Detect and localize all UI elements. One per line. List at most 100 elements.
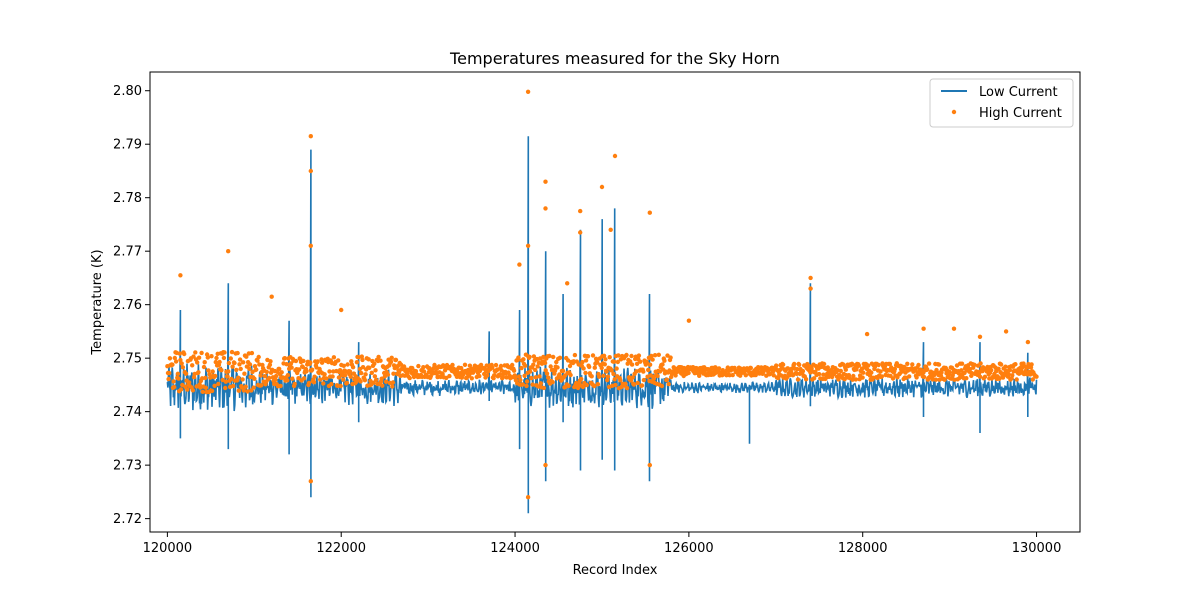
- high-current-point: [237, 357, 243, 362]
- high-current-point: [641, 377, 647, 383]
- y-tick-label: 2.73: [113, 459, 142, 474]
- high-current-point: [997, 376, 1002, 381]
- high-current-point: [821, 372, 826, 377]
- high-current-point: [244, 354, 249, 359]
- high-current-point: [354, 379, 359, 385]
- high-current-point: [285, 373, 291, 378]
- high-current-point: [216, 381, 221, 387]
- high-current-point: [774, 363, 779, 368]
- high-current-point: [936, 362, 942, 367]
- high-current-point: [268, 359, 273, 364]
- high-current-point: [329, 381, 334, 387]
- high-current-point: [1014, 377, 1019, 382]
- high-current-point: [413, 369, 419, 374]
- high-current-point: [196, 355, 202, 360]
- high-current-point: [1003, 329, 1009, 334]
- high-current-point: [794, 371, 799, 376]
- high-current-point: [467, 363, 473, 368]
- high-current-point: [385, 372, 391, 377]
- high-current-point: [850, 377, 855, 382]
- high-current-point: [312, 374, 317, 379]
- high-current-point: [743, 373, 748, 378]
- high-current-point: [647, 210, 652, 215]
- high-current-point: [226, 360, 232, 366]
- y-tick-label: 2.80: [113, 84, 142, 99]
- high-current-point: [238, 366, 243, 372]
- high-current-point: [580, 359, 585, 365]
- high-current-point: [230, 364, 235, 369]
- high-current-point: [493, 362, 499, 368]
- high-current-point: [821, 361, 827, 367]
- high-current-point: [186, 380, 192, 385]
- high-current-point: [601, 373, 606, 378]
- high-current-point: [223, 385, 228, 391]
- high-current-point: [178, 357, 183, 363]
- high-current-point: [401, 364, 407, 369]
- high-current-point: [179, 361, 184, 366]
- high-current-point: [416, 363, 421, 369]
- high-current-point: [252, 364, 258, 369]
- high-current-point: [308, 243, 313, 248]
- high-current-point: [544, 371, 550, 376]
- high-current-point: [209, 354, 214, 359]
- high-current-point: [797, 362, 802, 367]
- high-current-point: [982, 374, 988, 379]
- high-current-point: [533, 375, 538, 380]
- high-current-point: [222, 350, 227, 355]
- high-current-point: [236, 388, 241, 393]
- high-current-point: [583, 370, 588, 376]
- high-current-point: [228, 356, 233, 361]
- high-current-point: [623, 381, 628, 386]
- high-current-point: [666, 381, 671, 387]
- high-current-point: [560, 368, 566, 374]
- high-current-point: [808, 275, 813, 281]
- high-current-point: [273, 373, 279, 379]
- high-current-point: [612, 153, 618, 159]
- high-current-point: [686, 370, 691, 376]
- high-current-point: [235, 350, 240, 356]
- high-current-point: [864, 331, 870, 337]
- high-current-point: [288, 361, 294, 366]
- high-current-point: [223, 379, 228, 384]
- high-current-point: [469, 376, 474, 381]
- high-current-point: [308, 360, 313, 365]
- high-current-point: [609, 368, 614, 373]
- high-current-point: [580, 384, 586, 390]
- high-current-point: [517, 262, 522, 267]
- high-current-point: [240, 377, 245, 382]
- high-current-point: [267, 375, 272, 381]
- high-current-point: [789, 366, 794, 371]
- high-current-point: [280, 375, 286, 380]
- x-tick-label: 126000: [664, 541, 714, 556]
- high-current-point: [662, 358, 667, 363]
- high-current-point: [247, 362, 253, 367]
- high-current-point: [308, 134, 313, 139]
- high-current-point: [520, 382, 525, 387]
- high-current-point: [372, 374, 378, 379]
- high-current-point: [650, 357, 655, 362]
- high-current-point: [237, 362, 242, 367]
- high-current-point: [584, 382, 589, 388]
- high-current-point: [207, 372, 212, 377]
- high-current-point: [391, 371, 396, 376]
- high-current-point: [959, 361, 965, 366]
- high-current-point: [905, 361, 910, 366]
- high-current-point: [775, 375, 781, 381]
- high-current-point: [851, 373, 856, 379]
- high-current-point: [167, 370, 172, 376]
- high-current-point: [217, 359, 222, 365]
- high-current-point: [229, 376, 234, 382]
- high-current-point: [615, 359, 620, 365]
- high-current-point: [176, 376, 181, 381]
- high-current-point: [362, 378, 368, 383]
- high-current-point: [390, 380, 396, 385]
- high-current-point: [273, 377, 278, 382]
- high-current-point: [462, 362, 468, 367]
- high-current-point: [531, 362, 536, 367]
- high-current-point: [921, 374, 927, 380]
- high-current-point: [550, 379, 555, 385]
- high-current-point: [730, 372, 735, 378]
- high-current-point: [350, 365, 356, 370]
- high-current-point: [589, 374, 594, 379]
- high-current-point: [548, 364, 553, 369]
